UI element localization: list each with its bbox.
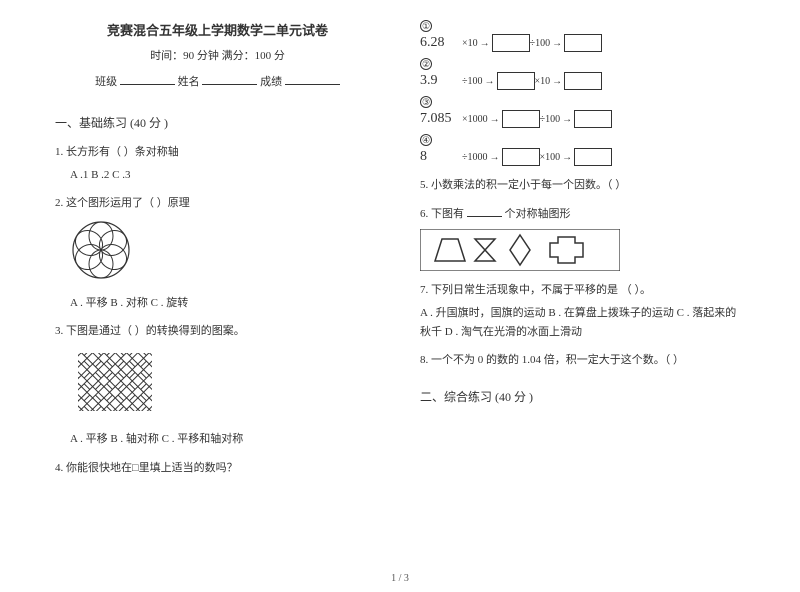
q6-blank[interactable] <box>467 216 502 217</box>
arrow-icon: → <box>490 114 500 125</box>
q2-text: 2. 这个图形运用了（ ）原理 <box>55 194 380 213</box>
flow-4: ④ 8 ÷1000 → ×100 → <box>420 134 745 166</box>
q2-figure <box>70 219 380 288</box>
flowcharts: ① 6.28 ×10 → ÷100 → ② 3.9 ÷100 → <box>420 20 745 166</box>
q7-options: A . 升国旗时，国旗的运动 B . 在算盘上拨珠子的运动 C . 落起来的秋千… <box>420 304 745 341</box>
flow-1: ① 6.28 ×10 → ÷100 → <box>420 20 745 52</box>
shapes-row-icon <box>420 229 620 271</box>
score-label: 成绩 <box>260 76 282 88</box>
flow-1-op1: ×10 <box>462 38 478 49</box>
flow-3-box1[interactable] <box>502 110 540 128</box>
arrow-icon: → <box>562 152 572 163</box>
q3-text: 3. 下图是通过（ ）的转换得到的图案。 <box>55 322 380 341</box>
q4-text: 4. 你能很快地在□里填上适当的数吗？ <box>55 459 380 478</box>
flow-2-start: 3.9 <box>420 73 456 89</box>
arrow-icon: → <box>490 152 500 163</box>
page-root: 竞赛混合五年级上学期数学二单元试卷 时间：90 分钟 满分：100 分 班级 姓… <box>0 0 800 560</box>
q3-options: A . 平移 B . 轴对称 C . 平移和轴对称 <box>70 430 380 449</box>
weave-pattern-icon <box>70 347 160 417</box>
class-label: 班级 <box>95 76 117 88</box>
flow-3-num-icon: ③ <box>420 96 432 108</box>
q6-suffix: 个对称轴图形 <box>505 208 571 220</box>
flow-1-box1[interactable] <box>492 34 530 52</box>
flow-1-start: 6.28 <box>420 35 456 51</box>
page-title: 竞赛混合五年级上学期数学二单元试卷 <box>55 20 380 39</box>
student-info-line: 班级 姓名 成绩 <box>55 73 380 89</box>
section-1-heading: 一、基础练习 (40 分 ) <box>55 114 380 131</box>
flow-3: ③ 7.085 ×1000 → ÷100 → <box>420 96 745 128</box>
question-3: 3. 下图是通过（ ）的转换得到的图案。 A . 平移 B . 轴对称 C <box>55 322 380 448</box>
arrow-icon: → <box>552 76 562 87</box>
arrow-icon: → <box>480 38 490 49</box>
flow-2-box1[interactable] <box>497 72 535 90</box>
flow-4-start: 8 <box>420 149 456 165</box>
question-4: 4. 你能很快地在□里填上适当的数吗？ <box>55 459 380 478</box>
arrow-icon: → <box>562 114 572 125</box>
name-blank[interactable] <box>202 84 257 85</box>
q1-options: A .1 B .2 C .3 <box>70 166 380 185</box>
section-2-heading: 二、综合练习 (40 分 ) <box>420 388 745 405</box>
flow-2-num-icon: ② <box>420 58 432 70</box>
right-column: ① 6.28 ×10 → ÷100 → ② 3.9 ÷100 → <box>420 20 745 550</box>
q6-shapes <box>420 229 745 271</box>
flow-1-op2: ÷100 <box>530 38 551 49</box>
q3-figure <box>70 347 380 424</box>
question-1: 1. 长方形有（ ）条对称轴 A .1 B .2 C .3 <box>55 143 380 184</box>
q5-text: 5. 小数乘法的积一定小于每一个因数。（ ） <box>420 179 626 191</box>
page-footer: 1 / 3 <box>0 573 800 584</box>
class-blank[interactable] <box>120 84 175 85</box>
q7-text: 7. 下列日常生活现象中，不属于平移的是 （ ）。 <box>420 281 745 300</box>
name-label: 姓名 <box>178 76 200 88</box>
flow-3-box2[interactable] <box>574 110 612 128</box>
q1-text: 1. 长方形有（ ）条对称轴 <box>55 143 380 162</box>
flow-3-op1: ×1000 <box>462 114 488 125</box>
question-2: 2. 这个图形运用了（ ）原理 A . 平移 B . 对称 C . 旋转 <box>55 194 380 312</box>
q2-options: A . 平移 B . 对称 C . 旋转 <box>70 294 380 313</box>
flow-3-start: 7.085 <box>420 111 456 127</box>
flow-2-op2: ×10 <box>535 76 551 87</box>
arrow-icon: → <box>552 38 562 49</box>
arrow-icon: → <box>485 76 495 87</box>
left-column: 竞赛混合五年级上学期数学二单元试卷 时间：90 分钟 满分：100 分 班级 姓… <box>55 20 380 550</box>
flow-2: ② 3.9 ÷100 → ×10 → <box>420 58 745 90</box>
flow-4-num-icon: ④ <box>420 134 432 146</box>
flow-2-op1: ÷100 <box>462 76 483 87</box>
time-score-line: 时间：90 分钟 满分：100 分 <box>55 47 380 63</box>
flow-4-box2[interactable] <box>574 148 612 166</box>
flow-4-op1: ÷1000 <box>462 152 488 163</box>
flow-4-op2: ×100 <box>540 152 561 163</box>
question-8: 8. 一个不为 0 的数的 1.04 倍，积一定大于这个数。（ ） <box>420 351 745 370</box>
q8-text: 8. 一个不为 0 的数的 1.04 倍，积一定大于这个数。（ ） <box>420 354 684 366</box>
flow-4-box1[interactable] <box>502 148 540 166</box>
flow-1-num-icon: ① <box>420 20 432 32</box>
flower-circle-icon <box>70 219 132 281</box>
flow-1-box2[interactable] <box>564 34 602 52</box>
score-blank[interactable] <box>285 84 340 85</box>
flow-2-box2[interactable] <box>564 72 602 90</box>
question-5: 5. 小数乘法的积一定小于每一个因数。（ ） <box>420 176 745 195</box>
question-6: 6. 下图有 个对称轴图形 <box>420 205 745 272</box>
question-7: 7. 下列日常生活现象中，不属于平移的是 （ ）。 A . 升国旗时，国旗的运动… <box>420 281 745 341</box>
flow-3-op2: ÷100 <box>540 114 561 125</box>
q6-text: 6. 下图有 <box>420 208 464 220</box>
